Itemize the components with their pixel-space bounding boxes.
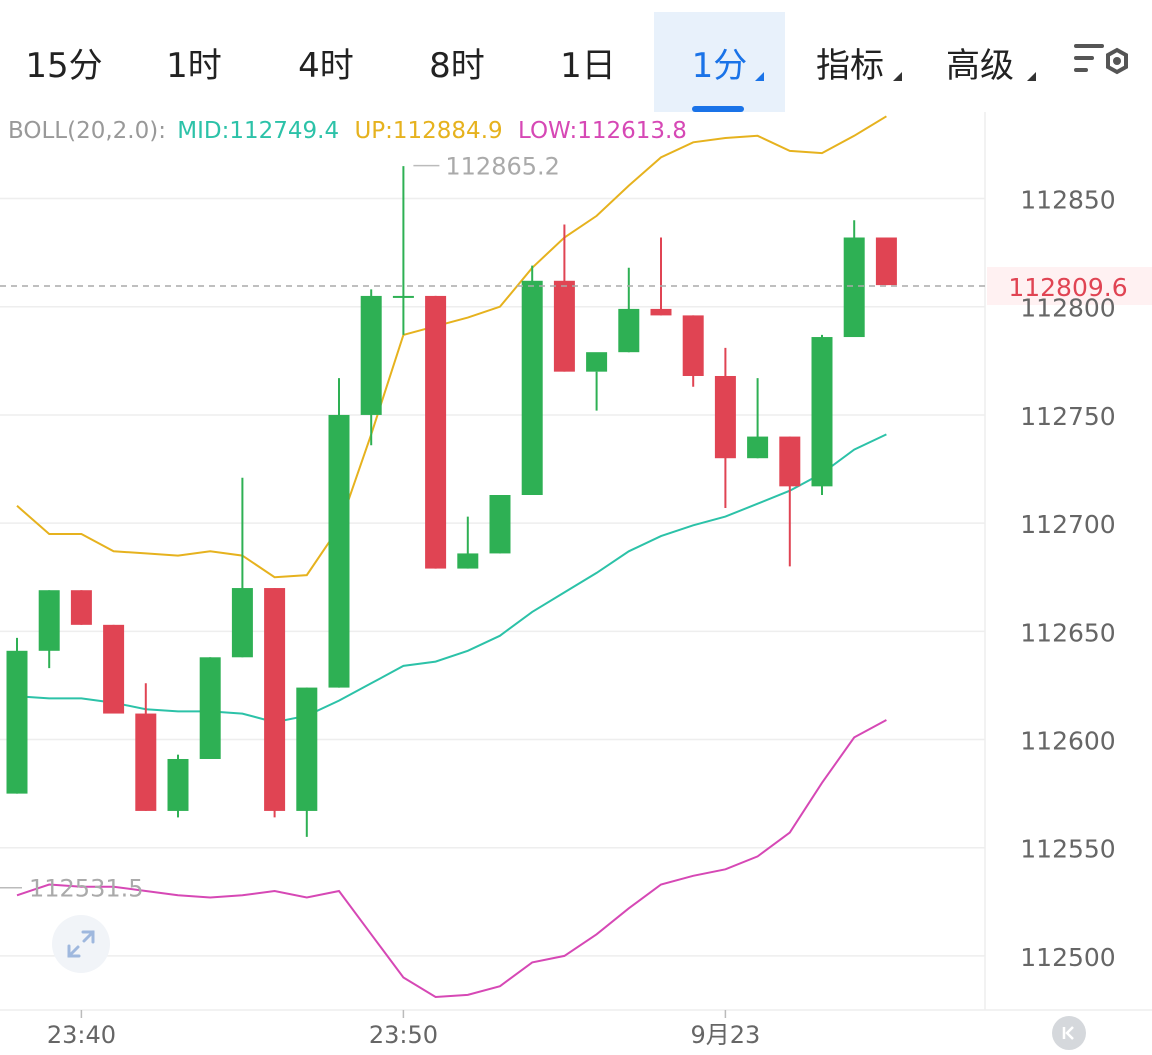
dropdown-corner-icon	[755, 72, 764, 81]
candle-body-down[interactable]	[103, 624, 125, 714]
tab-label: 1分	[691, 45, 748, 86]
candle-body-up[interactable]	[392, 295, 414, 298]
candle-body-up[interactable]	[167, 758, 189, 811]
candle-body-down[interactable]	[70, 590, 92, 625]
candle-body-down[interactable]	[779, 436, 801, 487]
tab-8hour[interactable]: 8时	[392, 12, 522, 112]
y-tick-label: 112500	[1020, 943, 1115, 972]
fullscreen-expand-button[interactable]	[52, 915, 110, 973]
boll-indicator-name: BOLL(20,2.0):	[8, 118, 166, 144]
candle-body-up[interactable]	[457, 553, 479, 569]
candle-body-up[interactable]	[199, 657, 221, 759]
y-tick-label: 112750	[1020, 402, 1115, 431]
y-tick-label: 112850	[1020, 186, 1115, 215]
dropdown-corner-icon	[893, 72, 902, 81]
candle-body-up[interactable]	[618, 308, 640, 353]
tab-advanced-dropdown[interactable]: 高级	[915, 12, 1045, 112]
candle-body-up[interactable]	[231, 588, 253, 658]
low-price-annotation: 112531.5	[29, 875, 144, 903]
candle-body-down[interactable]	[135, 713, 157, 811]
candle-body-down[interactable]	[875, 237, 897, 286]
y-tick-label: 112800	[1020, 294, 1115, 323]
boll-legend: BOLL(20,2.0): MID:112749.4 UP:112884.9 L…	[8, 118, 695, 144]
tab-label: 15分	[25, 45, 103, 86]
tab-1min-dropdown[interactable]: 1分	[654, 12, 785, 112]
candle-body-up[interactable]	[521, 280, 543, 496]
chart-settings-icon	[1074, 44, 1128, 75]
chevron-double-left-icon	[1062, 1026, 1074, 1040]
candle-body-up[interactable]	[328, 414, 350, 688]
x-tick-label: 23:50	[369, 1021, 438, 1049]
candle-body-up[interactable]	[38, 590, 60, 651]
boll-mid-line	[16, 433, 887, 724]
tab-label: 高级	[946, 45, 1014, 86]
candle-body-up[interactable]	[296, 687, 318, 811]
candle-body-down[interactable]	[553, 280, 575, 372]
y-tick-label: 112600	[1020, 727, 1115, 756]
boll-mid-value: MID:112749.4	[177, 118, 340, 144]
candle-body-down[interactable]	[682, 315, 704, 376]
x-tick-label: 23:40	[47, 1021, 116, 1049]
tab-label: 1时	[166, 45, 222, 86]
tab-1hour[interactable]: 1时	[128, 12, 260, 112]
tab-label: 8时	[429, 45, 485, 86]
candle-body-up[interactable]	[586, 352, 608, 372]
tab-label: 4时	[298, 45, 354, 86]
boll-low-value: LOW:112613.8	[517, 118, 687, 144]
y-tick-label: 112550	[1020, 835, 1115, 864]
candle-body-up[interactable]	[811, 337, 833, 487]
boll-low-line	[16, 719, 887, 999]
y-tick-label: 112650	[1020, 618, 1115, 647]
high-price-annotation: 112865.2	[445, 153, 560, 181]
tab-indicators-dropdown[interactable]: 指标	[785, 12, 915, 112]
candle-body-up[interactable]	[843, 237, 865, 338]
candle-body-down[interactable]	[650, 308, 672, 316]
current-price-tag	[987, 266, 1152, 305]
expand-arrows-icon	[67, 930, 95, 958]
boll-up-value: UP:112884.9	[354, 118, 503, 144]
y-tick-label: 112700	[1020, 510, 1115, 539]
candle-body-up[interactable]	[747, 436, 769, 459]
candle-body-down[interactable]	[425, 295, 447, 569]
current-price-label: 112809.6	[1008, 273, 1127, 302]
candle-body-up[interactable]	[489, 495, 511, 554]
candle-body-down[interactable]	[714, 375, 736, 459]
scroll-to-latest-button[interactable]	[1052, 1016, 1086, 1050]
candle-body-up[interactable]	[6, 650, 28, 794]
tab-1day[interactable]: 1日	[522, 12, 654, 112]
x-tick-label: 9月23	[690, 1021, 760, 1049]
tab-4hour[interactable]: 4时	[260, 12, 392, 112]
dropdown-corner-icon	[1027, 72, 1036, 81]
candle-body-down[interactable]	[264, 588, 286, 811]
active-tab-indicator	[692, 106, 744, 112]
boll-up-line	[16, 115, 887, 579]
tab-15min[interactable]: 15分	[0, 12, 128, 112]
chart-settings-button[interactable]	[1068, 38, 1130, 90]
tab-label: 1日	[560, 45, 616, 86]
timeframe-toolbar: 15分 1时 4时 8时 1日 1分 指标 高级	[0, 0, 1152, 112]
candle-body-up[interactable]	[360, 295, 382, 415]
tab-label: 指标	[816, 45, 884, 86]
